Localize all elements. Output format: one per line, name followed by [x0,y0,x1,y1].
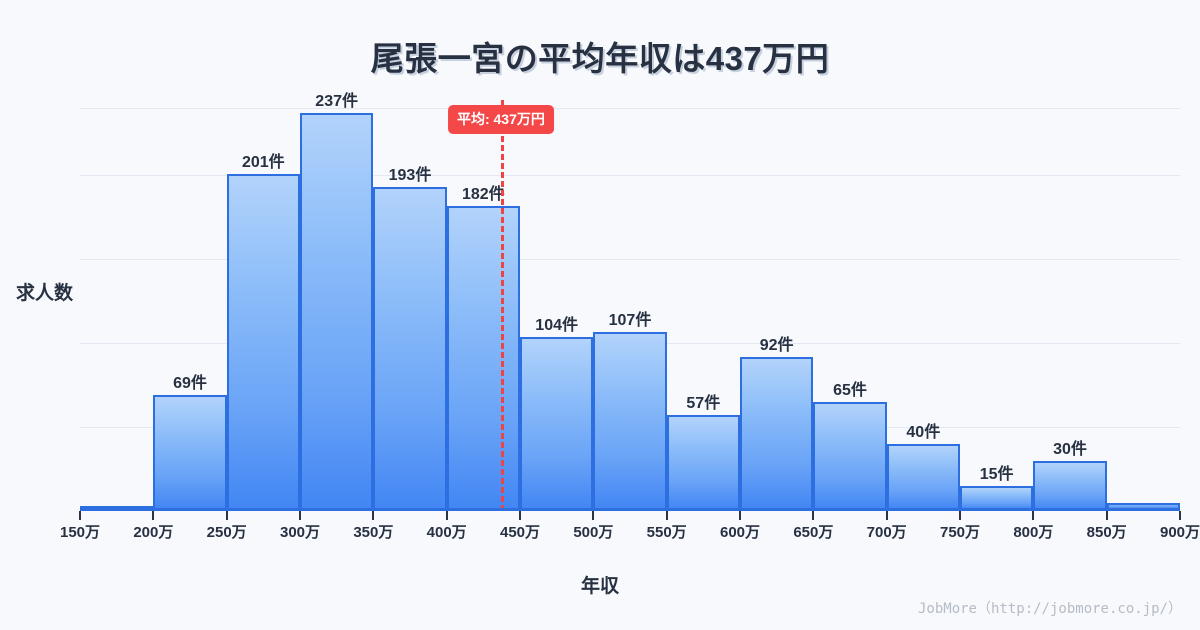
x-axis-tick-label: 150万 [59,524,101,541]
page-title: 尾張一宮の平均年収は437万円 [370,40,830,77]
bar[interactable]: 107件 [593,312,667,511]
average-line [500,100,504,511]
watermark: JobMore（http://jobmore.co.jp/） [917,601,1182,617]
bar-value-label: 107件 [608,311,652,329]
bar-value-label: 182件 [461,185,505,203]
axis-tick [299,511,301,520]
x-axis-tick-label: 550万 [646,524,687,541]
x-axis-tick-label: 400万 [426,524,467,541]
x-axis-title: 年収 [580,576,619,597]
x-axis-tick-label: 500万 [573,524,614,541]
x-axis-tick-label: 650万 [793,524,834,541]
bar[interactable]: 40件 [886,424,960,511]
axis-tick [592,511,595,520]
x-axis-tick-label: 200万 [133,524,174,541]
gridline [80,108,1180,110]
axis-tick [519,511,521,520]
bar-value-label: 15件 [979,465,1014,483]
bar[interactable]: 69件 [153,375,227,511]
axis-tick [445,511,448,520]
x-axis-tick-label: 850万 [1086,524,1127,541]
y-axis-title: 求人数 [16,283,74,304]
gridline [80,259,1180,261]
axis-tick [79,511,81,520]
bar-value-label: 40件 [906,423,941,441]
x-axis-tick-label: 700万 [866,524,907,541]
axis-tick [1105,511,1108,520]
bar[interactable]: 30件 [1033,441,1107,511]
plot-area: 69件 201件 237件 193件 182件 104件 107件 57件 92件 65件 40件 1… [60,93,1200,541]
bar-value-label: 92件 [759,336,794,354]
bar-value-label: 201件 [241,153,285,171]
axis-tick [812,511,815,520]
bar[interactable]: 237件 [300,93,374,511]
x-axis-tick-label: 300万 [279,524,321,541]
x-axis-tick-label: 350万 [353,524,394,541]
axis-tick [959,511,961,520]
average-badge: 平均: 437万円 [447,105,554,134]
bar[interactable]: 193件 [373,167,447,511]
bar[interactable]: 201件 [226,154,300,511]
bar-value-label: 30件 [1053,440,1087,458]
bar[interactable]: 57件 [666,395,740,511]
axis-tick [225,511,228,520]
axis-baseline [80,508,1180,511]
axis-tick [885,511,888,520]
bar-value-label: 237件 [315,93,359,111]
axis-tick [739,511,741,520]
axis-tick [1179,511,1181,520]
axis-tick [665,511,668,520]
bar[interactable]: 182件 [446,186,520,511]
axis-tick [1032,511,1035,520]
axis-tick [152,511,155,520]
bar[interactable]: 65件 [813,382,887,511]
x-axis-tick-label: 450万 [499,524,541,541]
bar-value-label: 65件 [833,381,867,399]
bar-value-label: 193件 [388,167,432,185]
bar-value-label: 69件 [173,375,207,393]
bar-value-label: 104件 [535,316,579,334]
x-axis-tick-label: 600万 [719,524,761,541]
x-axis-tick-label: 250万 [206,524,247,541]
bar-value-label: 57件 [686,395,721,413]
x-axis-tick-label: 800万 [1013,524,1054,541]
axis-tick [372,511,375,520]
x-axis-tick-label: 750万 [939,524,981,541]
bar[interactable]: 92件 [740,337,814,511]
bar[interactable]: 104件 [520,317,594,511]
x-axis-tick-label: 900万 [1159,524,1200,541]
gridline [80,175,1180,177]
